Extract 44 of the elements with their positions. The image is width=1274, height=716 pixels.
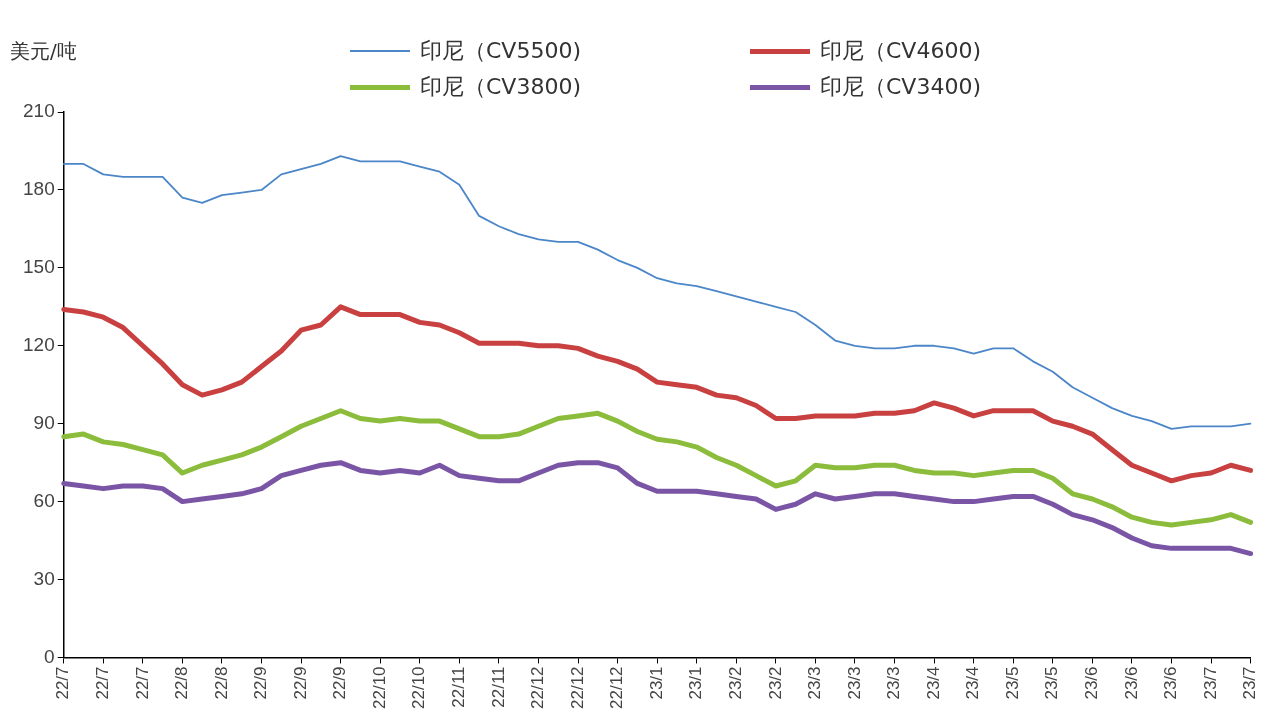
x-tick-label: 23/3 xyxy=(884,666,904,700)
x-tick-label: 22/7 xyxy=(92,666,112,700)
x-tick-label: 23/6 xyxy=(1121,666,1141,700)
y-tick-label: 120 xyxy=(23,334,55,355)
x-tick-label: 23/5 xyxy=(1042,666,1062,700)
x-tick-label: 22/12 xyxy=(607,666,627,710)
legend-label: 印尼（CV5500) xyxy=(420,37,581,65)
x-tick-label: 22/9 xyxy=(290,666,310,700)
x-tick-label: 22/8 xyxy=(172,666,192,700)
x-tick-label: 22/10 xyxy=(409,666,429,710)
x-tick-label: 23/1 xyxy=(686,666,706,700)
y-tick-label: 60 xyxy=(33,489,55,511)
x-tick-label: 23/1 xyxy=(646,666,666,700)
y-tick-label: 210 xyxy=(23,100,55,122)
x-tick-label: 22/8 xyxy=(211,666,231,700)
x-tick-label: 23/4 xyxy=(923,666,943,700)
y-tick-label: 0 xyxy=(44,645,55,667)
x-tick-label: 23/6 xyxy=(1161,666,1181,700)
legend-label: 印尼（CV4600) xyxy=(820,37,981,65)
x-tick-label: 22/9 xyxy=(251,666,271,700)
y-tick-label: 90 xyxy=(33,411,55,433)
y-tick-label: 30 xyxy=(33,567,55,589)
x-tick-label: 23/4 xyxy=(963,666,983,700)
x-tick-label: 22/9 xyxy=(330,666,350,700)
legend-label: 印尼（CV3800) xyxy=(420,73,581,101)
x-tick-label: 23/3 xyxy=(844,666,864,700)
x-tick-label: 23/2 xyxy=(765,666,785,700)
y-tick-label: 180 xyxy=(23,178,55,200)
y-axis-title: 美元/吨 xyxy=(10,38,77,65)
x-tick-label: 22/10 xyxy=(369,666,389,710)
legend-label: 印尼（CV3400) xyxy=(820,73,981,101)
x-tick-label: 22/11 xyxy=(449,666,469,708)
x-tick-label: 22/11 xyxy=(488,666,508,708)
x-tick-label: 22/7 xyxy=(53,666,73,700)
x-tick-label: 23/2 xyxy=(725,666,745,700)
x-tick-label: 23/7 xyxy=(1240,666,1260,700)
x-tick-label: 23/7 xyxy=(1200,666,1220,700)
y-tick-label: 150 xyxy=(23,256,55,278)
x-tick-label: 22/12 xyxy=(528,666,548,710)
x-tick-label: 22/12 xyxy=(567,666,587,710)
x-tick-label: 23/5 xyxy=(1002,666,1022,700)
x-tick-label: 22/7 xyxy=(132,666,152,700)
x-tick-label: 23/6 xyxy=(1082,666,1102,700)
x-tick-label: 23/3 xyxy=(805,666,825,700)
